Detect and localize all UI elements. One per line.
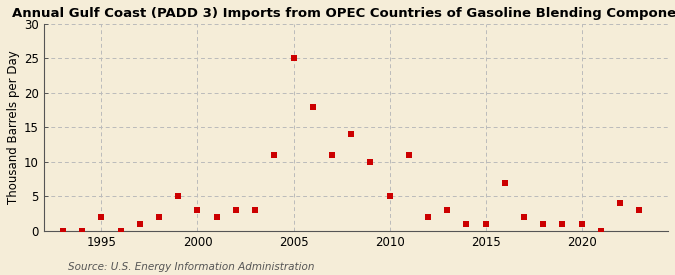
Point [461,222,472,226]
Point [538,222,549,226]
Point [518,215,529,219]
Point [173,194,184,199]
Point [576,222,587,226]
Point [346,132,356,136]
Point [595,229,606,233]
Point [615,201,626,205]
Point [96,215,107,219]
Point [115,229,126,233]
Point [154,215,165,219]
Point [480,222,491,226]
Y-axis label: Thousand Barrels per Day: Thousand Barrels per Day [7,51,20,204]
Point [77,229,88,233]
Point [307,104,318,109]
Point [423,215,433,219]
Point [500,180,510,185]
Point [269,153,279,157]
Point [288,56,299,60]
Point [634,208,645,213]
Point [57,229,68,233]
Point [557,222,568,226]
Point [250,208,261,213]
Point [365,160,376,164]
Title: Annual Gulf Coast (PADD 3) Imports from OPEC Countries of Gasoline Blending Comp: Annual Gulf Coast (PADD 3) Imports from … [12,7,675,20]
Point [230,208,241,213]
Point [211,215,222,219]
Point [384,194,395,199]
Point [134,222,145,226]
Point [192,208,203,213]
Text: Source: U.S. Energy Information Administration: Source: U.S. Energy Information Administ… [68,262,314,272]
Point [327,153,338,157]
Point [441,208,452,213]
Point [404,153,414,157]
